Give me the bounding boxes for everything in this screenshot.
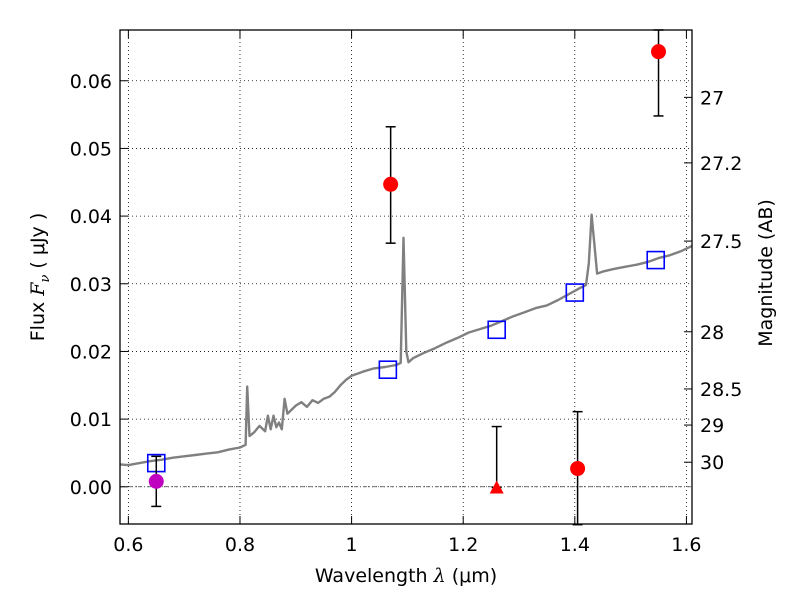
x-tick-label: 1.4	[560, 534, 590, 556]
y-tick-label: 0.01	[70, 409, 112, 431]
magnitude-tick-label: 29	[700, 415, 724, 437]
synthetic-photometry-point	[487, 320, 506, 340]
spectrum-line	[119, 213, 693, 467]
x-tick-label: 0.6	[113, 534, 143, 556]
y-tick-label: 0.03	[70, 274, 112, 296]
observed-flux-point	[651, 44, 667, 60]
model-spectrum	[119, 213, 693, 467]
magnitude-tick-label: 28	[700, 322, 724, 344]
magnitude-tick-label: 27.5	[700, 231, 742, 253]
plot-frame	[119, 29, 693, 525]
x-tick-label: 1	[346, 534, 358, 556]
y-tick-label: 0.04	[70, 206, 112, 228]
y-tick-label: 0.02	[70, 341, 112, 363]
data-markers	[146, 29, 667, 526]
synthetic-photometry-point	[378, 360, 398, 380]
axis-ticks	[120, 30, 692, 524]
y-tick-label: 0.00	[70, 477, 112, 499]
x-tick-label: 0.8	[225, 534, 255, 556]
magnitude-tick-label: 27	[700, 87, 724, 109]
x-tick-label: 1.6	[671, 534, 701, 556]
magnitude-tick-label: 30	[700, 452, 724, 474]
x-tick-label: 1.2	[448, 534, 478, 556]
upper-limit-point	[489, 480, 504, 494]
magnitude-tick-label: 28.5	[700, 379, 742, 401]
x-axis-label: Wavelength λ (μm)	[315, 565, 497, 587]
axis-labels: 0.6 0.8 1 1.2 1.4 1.6 0.00 0.01 0.02 0.03 0.04 0.05…	[27, 71, 777, 587]
observed-flux-point	[383, 176, 399, 192]
magnitude-axis-label: Magnitude (AB)	[755, 199, 777, 347]
synthetic-photometry-point	[565, 283, 585, 302]
magnitude-tick-label: 27.2	[700, 153, 742, 175]
optical-flux-point	[148, 473, 164, 489]
observed-flux-point	[570, 461, 586, 477]
y-tick-label: 0.05	[70, 138, 112, 160]
grid-lines	[120, 30, 692, 524]
synthetic-photometry-point	[646, 250, 666, 270]
y-axis-label: Flux Fν ( μJy )	[27, 213, 53, 342]
y-tick-label: 0.06	[70, 71, 112, 93]
